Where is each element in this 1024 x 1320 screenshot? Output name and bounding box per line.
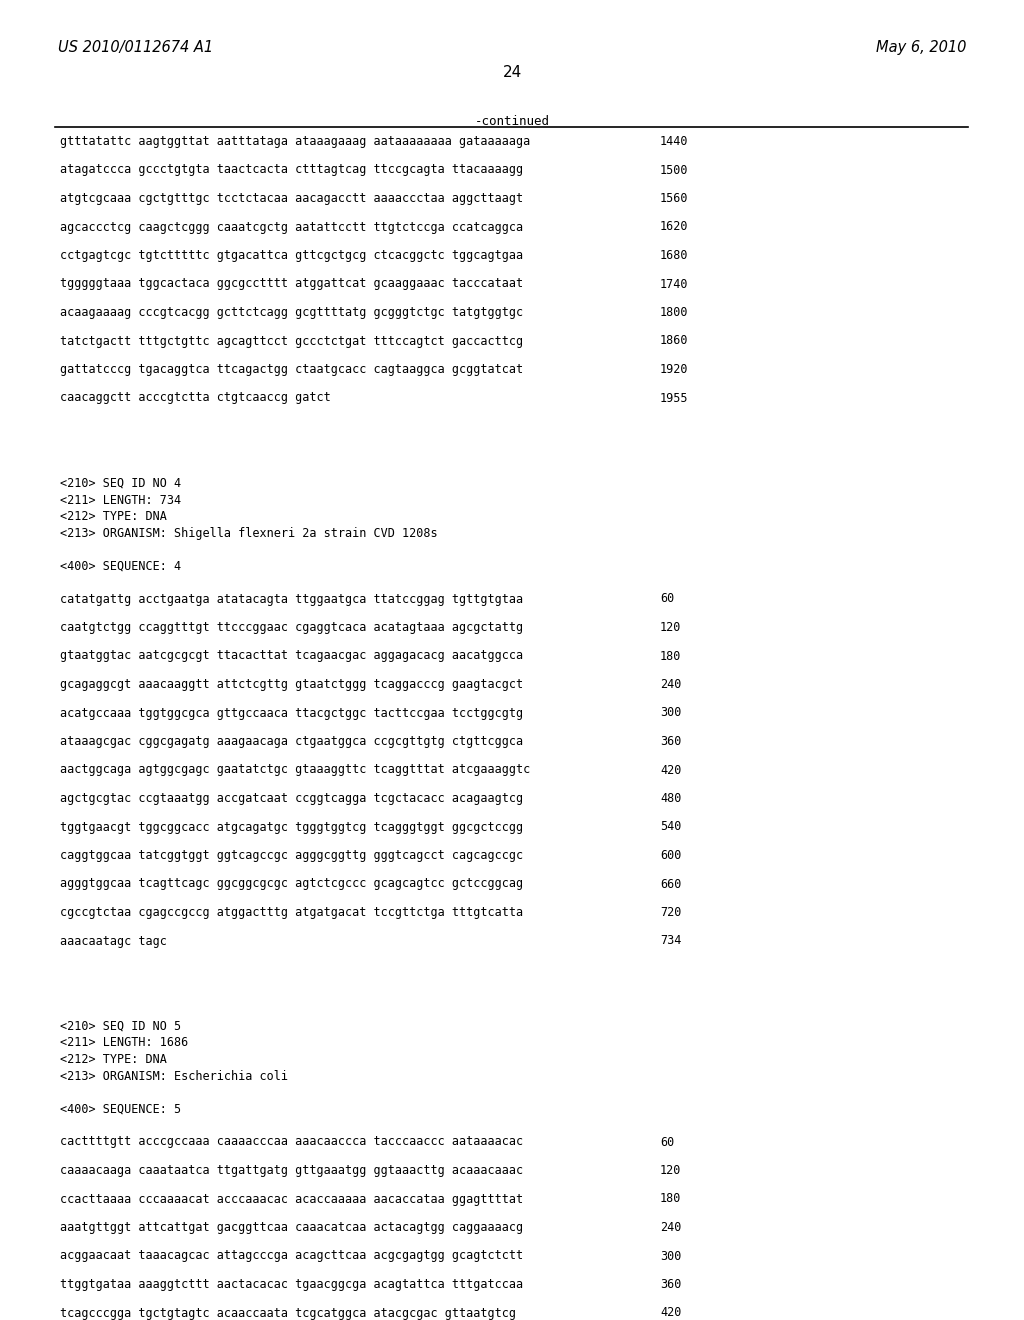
- Text: <211> LENGTH: 734: <211> LENGTH: 734: [60, 494, 181, 507]
- Text: <212> TYPE: DNA: <212> TYPE: DNA: [60, 510, 167, 523]
- Text: <212> TYPE: DNA: <212> TYPE: DNA: [60, 1053, 167, 1067]
- Text: gtaatggtac aatcgcgcgt ttacacttat tcagaacgac aggagacacg aacatggcca: gtaatggtac aatcgcgcgt ttacacttat tcagaac…: [60, 649, 523, 663]
- Text: 1440: 1440: [660, 135, 688, 148]
- Text: 24: 24: [503, 65, 521, 81]
- Text: 1500: 1500: [660, 164, 688, 177]
- Text: caatgtctgg ccaggtttgt ttcccggaac cgaggtcaca acatagtaaa agcgctattg: caatgtctgg ccaggtttgt ttcccggaac cgaggtc…: [60, 620, 523, 634]
- Text: 1920: 1920: [660, 363, 688, 376]
- Text: 60: 60: [660, 593, 674, 606]
- Text: 360: 360: [660, 735, 681, 748]
- Text: <213> ORGANISM: Escherichia coli: <213> ORGANISM: Escherichia coli: [60, 1069, 288, 1082]
- Text: 1680: 1680: [660, 249, 688, 261]
- Text: aaatgttggt attcattgat gacggttcaa caaacatcaa actacagtgg caggaaaacg: aaatgttggt attcattgat gacggttcaa caaacat…: [60, 1221, 523, 1234]
- Text: cacttttgtt acccgccaaa caaaacccaa aaacaaccca tacccaaccc aataaaacac: cacttttgtt acccgccaaa caaaacccaa aaacaac…: [60, 1135, 523, 1148]
- Text: 300: 300: [660, 706, 681, 719]
- Text: <400> SEQUENCE: 4: <400> SEQUENCE: 4: [60, 560, 181, 573]
- Text: tatctgactt tttgctgttc agcagttcct gccctctgat tttccagtct gaccacttcg: tatctgactt tttgctgttc agcagttcct gccctct…: [60, 334, 523, 347]
- Text: 1620: 1620: [660, 220, 688, 234]
- Text: caggtggcaa tatcggtggt ggtcagccgc agggcggttg gggtcagcct cagcagccgc: caggtggcaa tatcggtggt ggtcagccgc agggcgg…: [60, 849, 523, 862]
- Text: ataaagcgac cggcgagatg aaagaacaga ctgaatggca ccgcgttgtg ctgttcggca: ataaagcgac cggcgagatg aaagaacaga ctgaatg…: [60, 735, 523, 748]
- Text: 120: 120: [660, 1164, 681, 1177]
- Text: cctgagtcgc tgtctttttc gtgacattca gttcgctgcg ctcacggctc tggcagtgaa: cctgagtcgc tgtctttttc gtgacattca gttcgct…: [60, 249, 523, 261]
- Text: <400> SEQUENCE: 5: <400> SEQUENCE: 5: [60, 1102, 181, 1115]
- Text: gattatcccg tgacaggtca ttcagactgg ctaatgcacc cagtaaggca gcggtatcat: gattatcccg tgacaggtca ttcagactgg ctaatgc…: [60, 363, 523, 376]
- Text: tgggggtaaa tggcactaca ggcgcctttt atggattcat gcaaggaaac tacccataat: tgggggtaaa tggcactaca ggcgcctttt atggatt…: [60, 277, 523, 290]
- Text: 480: 480: [660, 792, 681, 805]
- Text: acatgccaaa tggtggcgca gttgccaaca ttacgctggc tacttccgaa tcctggcgtg: acatgccaaa tggtggcgca gttgccaaca ttacgct…: [60, 706, 523, 719]
- Text: 1860: 1860: [660, 334, 688, 347]
- Text: cgccgtctaa cgagccgccg atggactttg atgatgacat tccgttctga tttgtcatta: cgccgtctaa cgagccgccg atggactttg atgatga…: [60, 906, 523, 919]
- Text: <210> SEQ ID NO 4: <210> SEQ ID NO 4: [60, 477, 181, 490]
- Text: caaaacaaga caaataatca ttgattgatg gttgaaatgg ggtaaacttg acaaacaaac: caaaacaaga caaataatca ttgattgatg gttgaaa…: [60, 1164, 523, 1177]
- Text: aactggcaga agtggcgagc gaatatctgc gtaaaggttc tcaggtttat atcgaaaggtc: aactggcaga agtggcgagc gaatatctgc gtaaagg…: [60, 763, 530, 776]
- Text: atagatccca gccctgtgta taactcacta ctttagtcag ttccgcagta ttacaaaagg: atagatccca gccctgtgta taactcacta ctttagt…: [60, 164, 523, 177]
- Text: 420: 420: [660, 763, 681, 776]
- Text: gtttatattc aagtggttat aatttataga ataaagaaag aataaaaaaaa gataaaaaga: gtttatattc aagtggttat aatttataga ataaaga…: [60, 135, 530, 148]
- Text: 300: 300: [660, 1250, 681, 1262]
- Text: US 2010/0112674 A1: US 2010/0112674 A1: [58, 40, 213, 55]
- Text: tggtgaacgt tggcggcacc atgcagatgc tgggtggtcg tcagggtggt ggcgctccgg: tggtgaacgt tggcggcacc atgcagatgc tgggtgg…: [60, 821, 523, 833]
- Text: aaacaatagc tagc: aaacaatagc tagc: [60, 935, 167, 948]
- Text: gcagaggcgt aaacaaggtt attctcgttg gtaatctggg tcaggacccg gaagtacgct: gcagaggcgt aaacaaggtt attctcgttg gtaatct…: [60, 678, 523, 690]
- Text: agggtggcaa tcagttcagc ggcggcgcgc agtctcgccc gcagcagtcc gctccggcag: agggtggcaa tcagttcagc ggcggcgcgc agtctcg…: [60, 878, 523, 891]
- Text: <210> SEQ ID NO 5: <210> SEQ ID NO 5: [60, 1020, 181, 1034]
- Text: <213> ORGANISM: Shigella flexneri 2a strain CVD 1208s: <213> ORGANISM: Shigella flexneri 2a str…: [60, 527, 437, 540]
- Text: acggaacaat taaacagcac attagcccga acagcttcaa acgcgagtgg gcagtctctt: acggaacaat taaacagcac attagcccga acagctt…: [60, 1250, 523, 1262]
- Text: 360: 360: [660, 1278, 681, 1291]
- Text: 660: 660: [660, 878, 681, 891]
- Text: catatgattg acctgaatga atatacagta ttggaatgca ttatccggag tgttgtgtaa: catatgattg acctgaatga atatacagta ttggaat…: [60, 593, 523, 606]
- Text: 420: 420: [660, 1307, 681, 1320]
- Text: caacaggctt acccgtctta ctgtcaaccg gatct: caacaggctt acccgtctta ctgtcaaccg gatct: [60, 392, 331, 404]
- Text: 60: 60: [660, 1135, 674, 1148]
- Text: agctgcgtac ccgtaaatgg accgatcaat ccggtcagga tcgctacacc acagaagtcg: agctgcgtac ccgtaaatgg accgatcaat ccggtca…: [60, 792, 523, 805]
- Text: tcagcccgga tgctgtagtc acaaccaata tcgcatggca atacgcgac gttaatgtcg: tcagcccgga tgctgtagtc acaaccaata tcgcatg…: [60, 1307, 516, 1320]
- Text: May 6, 2010: May 6, 2010: [876, 40, 966, 55]
- Text: <211> LENGTH: 1686: <211> LENGTH: 1686: [60, 1036, 188, 1049]
- Text: 1955: 1955: [660, 392, 688, 404]
- Text: ttggtgataa aaaggtcttt aactacacac tgaacggcga acagtattca tttgatccaa: ttggtgataa aaaggtcttt aactacacac tgaacgg…: [60, 1278, 523, 1291]
- Text: 180: 180: [660, 1192, 681, 1205]
- Text: 1800: 1800: [660, 306, 688, 319]
- Text: 180: 180: [660, 649, 681, 663]
- Text: 120: 120: [660, 620, 681, 634]
- Text: agcaccctcg caagctcggg caaatcgctg aatattcctt ttgtctccga ccatcaggca: agcaccctcg caagctcggg caaatcgctg aatattc…: [60, 220, 523, 234]
- Text: atgtcgcaaa cgctgtttgc tcctctacaa aacagacctt aaaaccctaa aggcttaagt: atgtcgcaaa cgctgtttgc tcctctacaa aacagac…: [60, 191, 523, 205]
- Text: 540: 540: [660, 821, 681, 833]
- Text: 734: 734: [660, 935, 681, 948]
- Text: 1740: 1740: [660, 277, 688, 290]
- Text: 240: 240: [660, 678, 681, 690]
- Text: 240: 240: [660, 1221, 681, 1234]
- Text: -continued: -continued: [474, 115, 550, 128]
- Text: 600: 600: [660, 849, 681, 862]
- Text: acaagaaaag cccgtcacgg gcttctcagg gcgttttatg gcgggtctgc tatgtggtgc: acaagaaaag cccgtcacgg gcttctcagg gcgtttt…: [60, 306, 523, 319]
- Text: 1560: 1560: [660, 191, 688, 205]
- Text: 720: 720: [660, 906, 681, 919]
- Text: ccacttaaaa cccaaaacat acccaaacac acaccaaaaa aacaccataa ggagttttat: ccacttaaaa cccaaaacat acccaaacac acaccaa…: [60, 1192, 523, 1205]
